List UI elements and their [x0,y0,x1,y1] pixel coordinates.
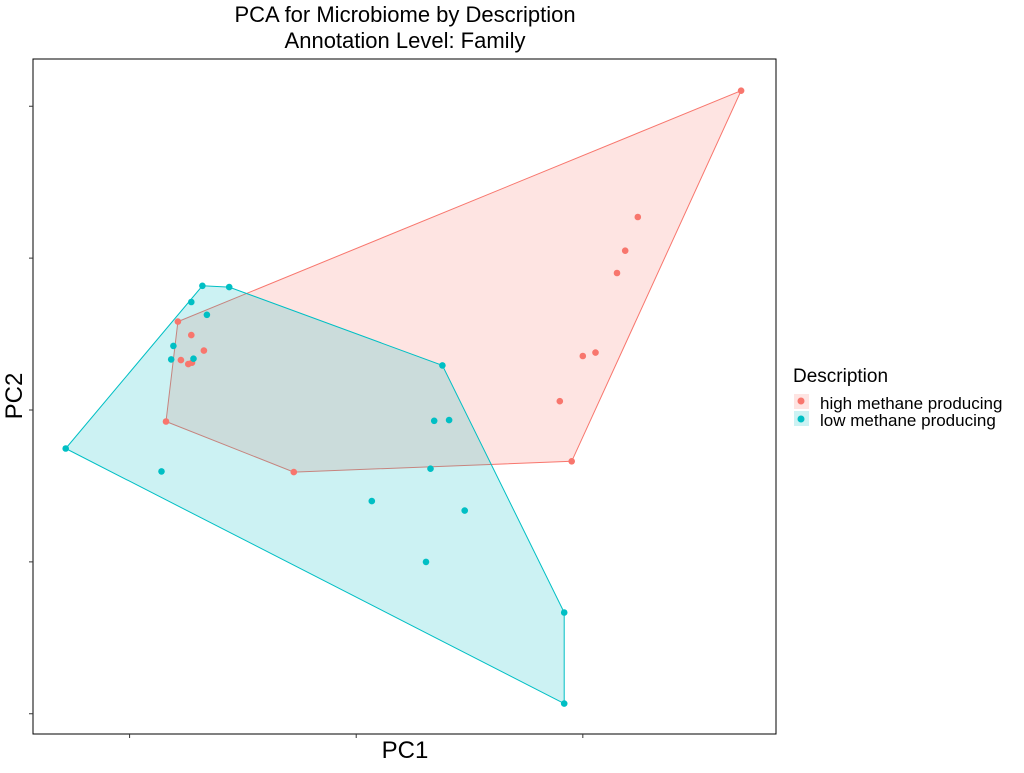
point-low-methane [225,283,233,291]
point-low-methane [188,298,195,306]
point-low-methane [445,416,453,424]
point-high-methane [177,356,185,364]
point-low-methane [158,468,165,475]
legend-label-high-methane: high methane producing [820,394,1002,413]
point-low-methane [422,558,430,566]
point-low-methane [461,507,469,514]
point-low-methane [427,465,434,473]
point-low-methane [368,497,376,505]
point-high-methane [174,318,182,325]
point-high-methane [290,468,298,476]
legend-key-high-icon [797,397,805,405]
point-high-methane [162,418,170,425]
point-high-methane [613,269,621,277]
point-low-methane [560,700,568,707]
point-high-methane [579,352,587,360]
point-high-methane [737,87,745,94]
point-low-methane [170,342,177,350]
point-low-methane [203,311,211,319]
chart-title-line-1: PCA for Microbiome by Description [234,2,575,27]
point-high-methane [556,397,564,405]
point-layer [62,87,745,707]
legend-title: Description [793,366,888,387]
point-high-methane [634,213,642,221]
point-high-methane [621,247,629,254]
point-high-methane [200,347,208,354]
plot-panel-border [32,58,777,735]
point-low-methane [439,362,446,369]
point-high-methane [568,458,575,465]
hull-layer [64,89,743,705]
legend-label-low-methane: low methane producing [820,411,996,430]
point-high-methane [188,331,195,339]
point-high-methane [592,349,599,356]
point-low-methane [62,445,69,452]
axis-ticks [29,105,584,738]
legend-key-low-icon [797,415,805,423]
chart-title-line-2: Annotation Level: Family [285,28,526,53]
point-low-methane [199,282,206,290]
y-axis-label: PC2 [1,373,28,420]
point-low-methane [167,356,175,363]
legend: Description high methane producing low m… [793,366,1002,430]
point-low-methane [430,417,438,425]
hull-high-methane [165,89,743,473]
x-axis-label: PC1 [382,737,429,764]
point-low-methane [560,609,568,616]
point-low-methane [190,355,197,363]
